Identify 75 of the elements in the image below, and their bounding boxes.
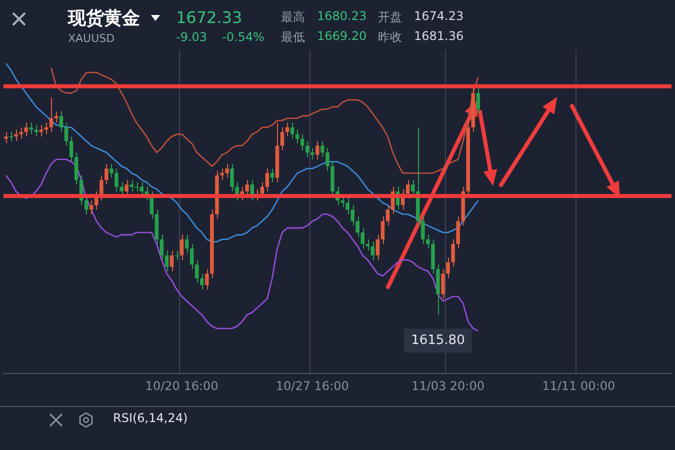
candlestick [14, 129, 18, 142]
candlestick [114, 168, 118, 192]
candlestick [310, 147, 314, 160]
candlestick [451, 238, 455, 268]
candlestick [205, 268, 209, 290]
x-tick-label: 10/27 16:00 [276, 378, 349, 393]
candlestick [120, 182, 124, 196]
candlestick [225, 163, 229, 178]
candlestick [370, 241, 375, 260]
candlestick [29, 122, 33, 135]
candlestick [265, 168, 270, 192]
candlestick [24, 122, 28, 138]
text: 最高 [281, 9, 305, 26]
candlestick [410, 179, 415, 196]
candlestick [110, 163, 114, 178]
candlestick [476, 88, 480, 114]
candlestick [441, 268, 445, 300]
candlestick [74, 152, 78, 186]
candlestick [174, 250, 179, 260]
candlestick [194, 259, 199, 284]
candlestick [59, 110, 64, 132]
candlestick [376, 234, 380, 260]
candlestick [124, 179, 128, 196]
candlestick [386, 204, 390, 226]
x-tick-label: 11/03 20:00 [412, 378, 484, 393]
candlestick [245, 179, 249, 196]
candlestick [180, 234, 184, 260]
candlestick [184, 234, 189, 254]
candlestick [285, 122, 290, 138]
text: 昨收 [378, 29, 402, 46]
candlestick [64, 122, 68, 146]
text: -0.54% [222, 30, 264, 44]
candlestick [69, 136, 74, 162]
candlestick [160, 234, 164, 260]
annotation: 1615.80 [411, 333, 465, 348]
candlestick [200, 273, 204, 290]
candlestick [326, 147, 330, 172]
text: 1674.23 [414, 9, 464, 23]
text: 1680.23 [317, 9, 367, 23]
text: 开盘 [378, 9, 402, 26]
candlestick [34, 124, 38, 138]
candlestick [270, 168, 274, 183]
x-tick-label: 11/11 00:00 [542, 378, 616, 393]
candlestick [39, 124, 44, 138]
candlestick [4, 131, 8, 144]
x-tick-label: 10/20 16:00 [145, 378, 218, 393]
candlestick [170, 250, 174, 272]
candlestick [305, 140, 310, 158]
candlestick [320, 140, 324, 158]
candlestick [295, 129, 300, 144]
candlestick [380, 216, 385, 244]
candlestick [426, 234, 430, 250]
candlestick [19, 126, 23, 140]
chart-title: 现货黄金 [68, 7, 140, 30]
candlestick [84, 195, 88, 215]
text: 1669.20 [317, 29, 367, 43]
text: 1672.33 [176, 8, 242, 27]
candlestick [104, 163, 108, 186]
text: 最低 [281, 29, 305, 46]
candlestick [49, 97, 54, 132]
candlestick [164, 250, 169, 272]
candlestick [220, 168, 224, 180]
candlestick [190, 243, 194, 270]
chart-subtitle: XAUUSD [68, 32, 115, 45]
candlestick [9, 131, 13, 142]
candlestick [456, 216, 460, 250]
candlestick [421, 216, 425, 244]
candlestick [446, 257, 450, 279]
candlestick [280, 126, 284, 151]
text: -9.03 [176, 30, 208, 44]
candlestick [230, 163, 234, 192]
candlestick [316, 140, 320, 160]
text: RSI(6,14,24) [113, 411, 188, 425]
candlestick [89, 200, 94, 215]
text: 1681.36 [414, 29, 464, 43]
